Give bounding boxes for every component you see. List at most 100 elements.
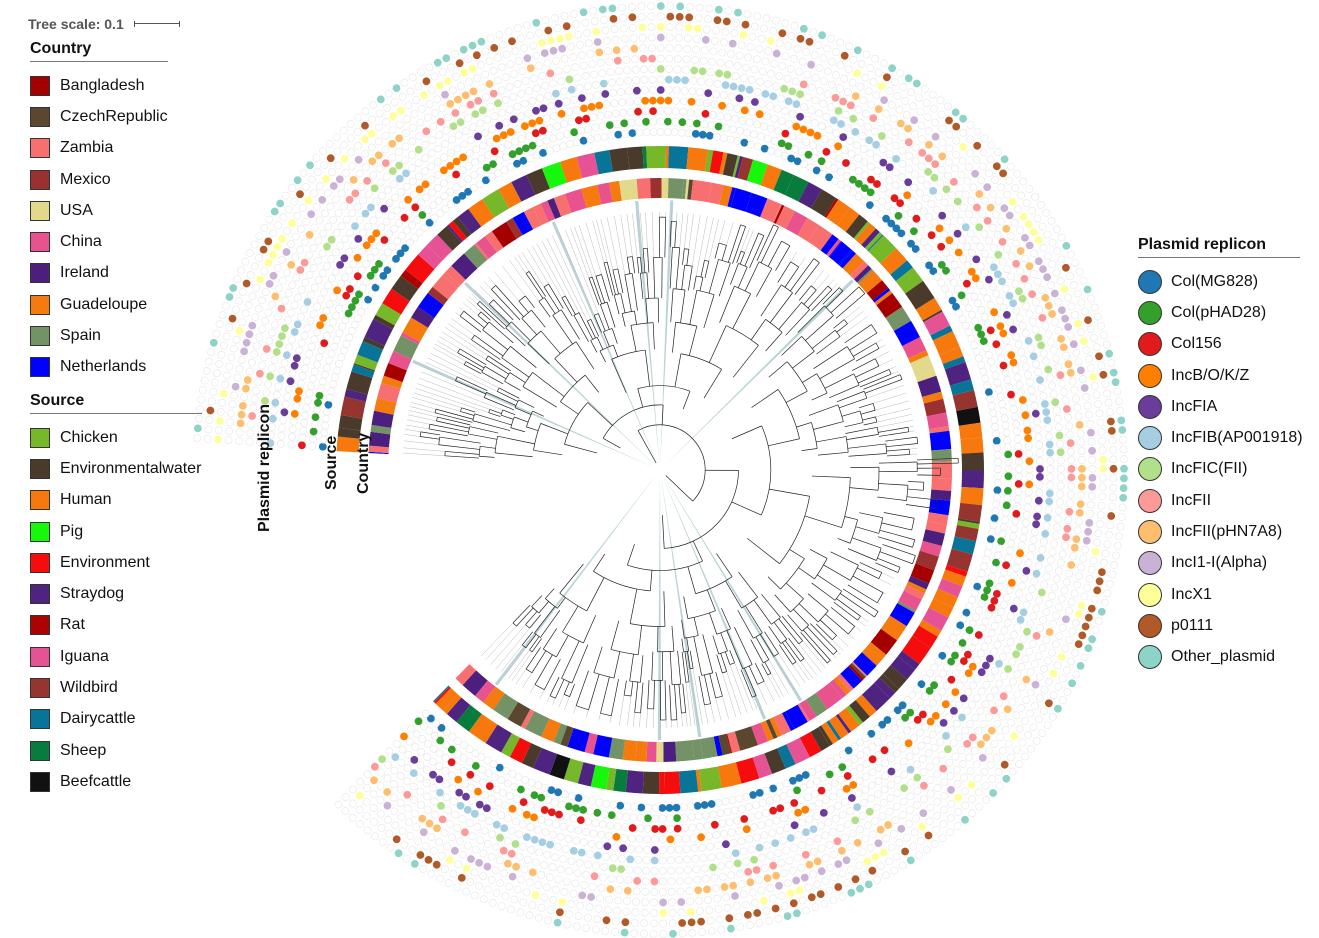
source-ring-segment xyxy=(958,422,983,440)
plasmid-ring-dot xyxy=(570,128,579,137)
plasmid-ring-dot xyxy=(491,866,500,874)
plasmid-ring-dot xyxy=(508,804,517,813)
plasmid-ring-dot xyxy=(429,122,438,131)
plasmid-ring-dot xyxy=(297,339,306,347)
plasmid-ring-dot xyxy=(531,891,540,899)
source-ring-segment xyxy=(826,720,842,741)
plasmid-ring-dot xyxy=(308,434,317,443)
plasmid-ring-dot xyxy=(530,74,538,83)
plasmid-ring-dot xyxy=(330,342,338,351)
plasmid-ring-dot xyxy=(517,89,526,98)
plasmid-ring-dot xyxy=(461,127,470,136)
tree-arc xyxy=(810,285,817,291)
plasmid-ring-dot xyxy=(468,796,477,805)
plasmid-ring-dot xyxy=(1051,318,1060,327)
plasmid-ring-dot xyxy=(727,50,735,58)
plasmid-ring-dot xyxy=(462,864,471,873)
tree-leaf-branch xyxy=(606,217,619,269)
tree-leaf-branch xyxy=(451,318,475,336)
tree-branch xyxy=(565,295,576,315)
plasmid-ring-dot xyxy=(787,811,795,820)
plasmid-ring-dot xyxy=(1028,317,1037,326)
plasmid-ring-dot xyxy=(1100,598,1109,607)
plasmid-ring-dot xyxy=(580,881,588,889)
tree-branch xyxy=(798,567,815,580)
tree-arc xyxy=(843,319,848,324)
plasmid-ring-dot xyxy=(1085,355,1093,363)
plasmid-ring-dot xyxy=(301,182,310,191)
plasmid-ring-dot xyxy=(737,837,746,846)
tree-branch xyxy=(640,655,644,683)
plasmid-ring-dot xyxy=(871,853,880,861)
plasmid-ring-dot xyxy=(295,346,304,355)
legend-item: Rat xyxy=(30,610,202,641)
plasmid-ring-dot xyxy=(1057,255,1066,264)
plasmid-ring-dot xyxy=(598,5,607,14)
plasmid-ring-dot xyxy=(639,54,648,63)
plasmid-ring-dot xyxy=(997,537,1005,546)
plasmid-ring-dot xyxy=(505,83,514,91)
plasmid-ring-dot xyxy=(955,309,964,317)
plasmid-ring-dot xyxy=(631,55,639,64)
plasmid-ring-dot xyxy=(335,175,344,184)
plasmid-ring-dot xyxy=(552,57,560,65)
plasmid-ring-dot xyxy=(850,852,859,861)
plasmid-ring-dot xyxy=(755,919,764,928)
plasmid-ring-dot xyxy=(537,816,546,824)
plasmid-ring-dot xyxy=(926,717,935,726)
plasmid-ring-dot xyxy=(951,108,960,117)
plasmid-ring-dot xyxy=(1079,375,1087,384)
plasmid-ring-dot xyxy=(552,820,560,829)
tree-branch xyxy=(849,332,878,351)
plasmid-ring-dot xyxy=(803,70,812,79)
tree-branch xyxy=(586,320,596,339)
tree-branch xyxy=(637,430,657,464)
plasmid-ring-dot xyxy=(886,794,895,802)
tree-branch xyxy=(858,403,874,409)
plasmid-ring-dot xyxy=(402,182,411,191)
source-ring-segment xyxy=(954,525,979,542)
plasmid-ring-dot xyxy=(933,205,941,214)
plasmid-ring-dot xyxy=(705,4,714,13)
plasmid-ring-dot xyxy=(1070,589,1079,598)
plasmid-ring-dot xyxy=(297,285,306,294)
country-ring-segment xyxy=(930,489,952,501)
plasmid-ring-dot xyxy=(631,65,640,74)
plasmid-ring-dot xyxy=(497,144,506,152)
plasmid-ring-dot xyxy=(446,100,455,108)
country-ring-segment xyxy=(866,280,889,301)
tree-branch xyxy=(481,371,504,385)
plasmid-ring-dot xyxy=(1072,348,1081,357)
plasmid-ring-dot xyxy=(885,87,894,95)
plasmid-ring-dot xyxy=(581,18,590,27)
tree-branch xyxy=(844,324,872,344)
plasmid-ring-dot xyxy=(989,647,998,656)
plasmid-ring-dot xyxy=(639,44,647,53)
plasmid-ring-dot xyxy=(656,107,665,115)
plasmid-ring-dot xyxy=(836,38,844,47)
plasmid-ring-dot xyxy=(366,253,375,262)
plasmid-ring-dot xyxy=(876,825,885,834)
plasmid-ring-dot xyxy=(422,779,431,788)
plasmid-ring-dot xyxy=(436,788,444,797)
tree-leaf-branch xyxy=(508,649,530,679)
plasmid-ring-dot xyxy=(868,866,877,875)
plasmid-ring-dot xyxy=(1105,349,1114,358)
country-ring-segment xyxy=(898,590,922,611)
tree-branch xyxy=(420,431,441,436)
plasmid-ring-dot xyxy=(516,908,525,917)
plasmid-ring-dot xyxy=(332,228,341,237)
plasmid-ring-dot xyxy=(957,170,966,179)
plasmid-ring-dot xyxy=(880,746,889,755)
plasmid-ring-dot xyxy=(673,814,681,822)
plasmid-ring-dot xyxy=(998,400,1007,408)
plasmid-ring-dot xyxy=(1013,623,1022,632)
plasmid-ring-dot xyxy=(977,599,986,608)
plasmid-ring-dot xyxy=(530,835,539,844)
plasmid-ring-dot xyxy=(739,847,748,856)
plasmid-ring-dot xyxy=(934,657,943,666)
plasmid-ring-dot xyxy=(605,57,614,66)
plasmid-ring-dot xyxy=(1060,285,1069,294)
plasmid-ring-dot xyxy=(314,276,323,285)
tree-arc xyxy=(916,437,919,444)
